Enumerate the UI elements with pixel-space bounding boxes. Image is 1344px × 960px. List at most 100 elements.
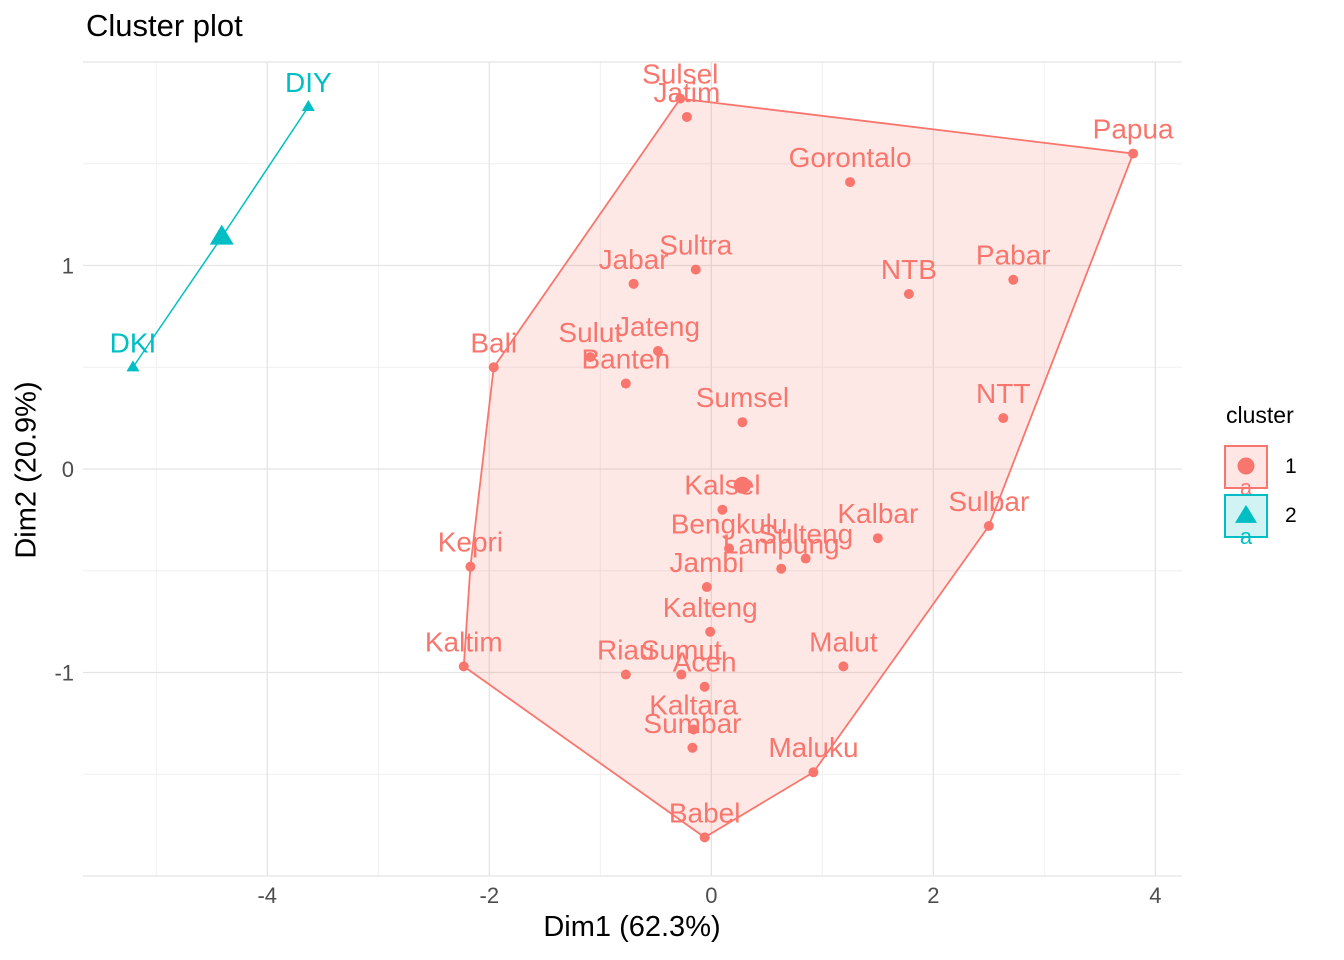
triangle-icon [1235, 504, 1257, 523]
point-Jatim [681, 111, 692, 122]
label-Sultra: Sultra [659, 230, 733, 261]
point-Sulteng [800, 553, 811, 564]
label-Gorontalo: Gorontalo [789, 142, 912, 173]
point-Babel [699, 832, 710, 843]
legend-entry-label: 2 [1285, 504, 1297, 527]
point-Sumut [676, 669, 687, 680]
point-NTT [998, 413, 1009, 424]
label-Sulsel: Sulsel [642, 59, 718, 90]
label-Kepri: Kepri [438, 527, 503, 558]
label-Sulut: Sulut [558, 317, 622, 348]
point-Sulsel [675, 93, 686, 104]
label-Sumut: Sumut [641, 635, 722, 666]
x-axis-title: Dim1 (62.3%) [543, 911, 721, 943]
spoke-DKI [132, 236, 223, 368]
label-Bali: Bali [470, 327, 517, 358]
label-DIY: DIY [285, 67, 332, 98]
label-Jabar: Jabar [599, 244, 669, 275]
point-Sumbar [687, 742, 698, 753]
point-Sultra [690, 264, 701, 275]
x-tick-label: -2 [480, 883, 500, 908]
point-Aceh [699, 681, 710, 692]
label-Malut: Malut [809, 626, 878, 657]
point-Kalteng [705, 626, 716, 637]
y-tick-label: 1 [62, 254, 74, 279]
cluster-1-centroid [733, 476, 751, 494]
axis-tick-labels: -4 -2 0 2 4 -1 0 1 [54, 254, 1161, 909]
legend-key-letter: a [1239, 475, 1253, 500]
cluster-2-centroid [209, 224, 234, 245]
point-Papua [1128, 148, 1139, 159]
label-NTB: NTB [881, 254, 937, 285]
point-Kalsel [717, 504, 728, 515]
point-Kaltara [688, 724, 699, 735]
point-Bali [488, 362, 499, 373]
label-DKI: DKI [110, 327, 157, 358]
x-tick-label: 2 [927, 883, 939, 908]
point-DKI [126, 360, 140, 372]
label-Bengkulu: Bengkulu [671, 508, 788, 539]
point-Sumsel [737, 417, 748, 428]
circle-marker [1237, 457, 1255, 475]
legend-title: cluster [1226, 402, 1294, 428]
point-DIY [301, 99, 315, 111]
x-tick-label: 4 [1149, 883, 1161, 908]
label-Kaltara: Kaltara [649, 689, 738, 720]
label-Maluku: Maluku [768, 732, 858, 763]
point-Malut [838, 661, 849, 672]
y-tick-label: -1 [54, 661, 74, 686]
label-Sumsel: Sumsel [696, 382, 789, 413]
legend-key-letter: a [1239, 524, 1253, 549]
legend-key-triangle: a [1224, 494, 1268, 548]
label-Kalbar: Kalbar [837, 498, 918, 529]
label-Jatim: Jatim [653, 77, 720, 108]
cluster-2-points: DKI DIY [110, 67, 332, 372]
point-NTB [903, 288, 914, 299]
label-Jambi: Jambi [670, 547, 745, 578]
cluster-1-hull [462, 97, 1135, 839]
label-Babel: Babel [669, 797, 741, 828]
label-Papua: Papua [1093, 114, 1174, 145]
circle-icon [1237, 457, 1255, 475]
point-Jambi [701, 582, 712, 593]
x-tick-label: -4 [257, 883, 277, 908]
point-Lampung [776, 563, 787, 574]
point-Kepri [465, 561, 476, 572]
point-Kalbar [872, 533, 883, 544]
point-Jabar [628, 278, 639, 289]
label-Jateng: Jateng [616, 311, 700, 342]
point-Riau [620, 669, 631, 680]
point-Banten [620, 378, 631, 389]
label-Kalsel: Kalsel [684, 470, 760, 501]
legend-key-circle: a [1224, 445, 1268, 499]
label-Pabar: Pabar [976, 240, 1051, 271]
gridlines [83, 61, 1182, 877]
point-Jateng [653, 345, 664, 356]
label-Sulteng: Sulteng [758, 519, 853, 550]
label-Banten: Banten [581, 344, 670, 375]
legend-entry-label: 1 [1285, 455, 1297, 478]
point-Bengkulu [724, 543, 735, 554]
spoke-DIY [221, 106, 309, 238]
triangle-marker [1235, 504, 1257, 523]
label-Sumbar: Sumbar [643, 708, 741, 739]
label-Aceh: Aceh [673, 647, 737, 678]
y-tick-label: 0 [62, 457, 74, 482]
label-Lampung: Lampung [723, 529, 840, 560]
plot-title: Cluster plot [86, 8, 243, 43]
y-axis-title: Dim2 (20.9%) [10, 381, 43, 559]
point-Sulut [585, 352, 596, 363]
label-Sulbar: Sulbar [948, 486, 1029, 517]
point-Kaltim [458, 661, 469, 672]
label-NTT: NTT [976, 378, 1030, 409]
point-Gorontalo [845, 177, 856, 188]
point-Pabar [1008, 274, 1019, 285]
label-Riau: Riau [597, 635, 655, 666]
